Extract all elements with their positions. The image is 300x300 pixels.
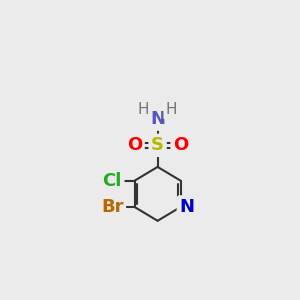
- Text: N: N: [179, 198, 194, 216]
- Text: Br: Br: [101, 198, 123, 216]
- Text: S: S: [151, 136, 164, 154]
- Text: N: N: [150, 110, 165, 128]
- Text: H: H: [166, 102, 177, 117]
- Text: Cl: Cl: [103, 172, 122, 190]
- Text: O: O: [173, 136, 188, 154]
- Text: H: H: [138, 102, 149, 117]
- Text: O: O: [127, 136, 142, 154]
